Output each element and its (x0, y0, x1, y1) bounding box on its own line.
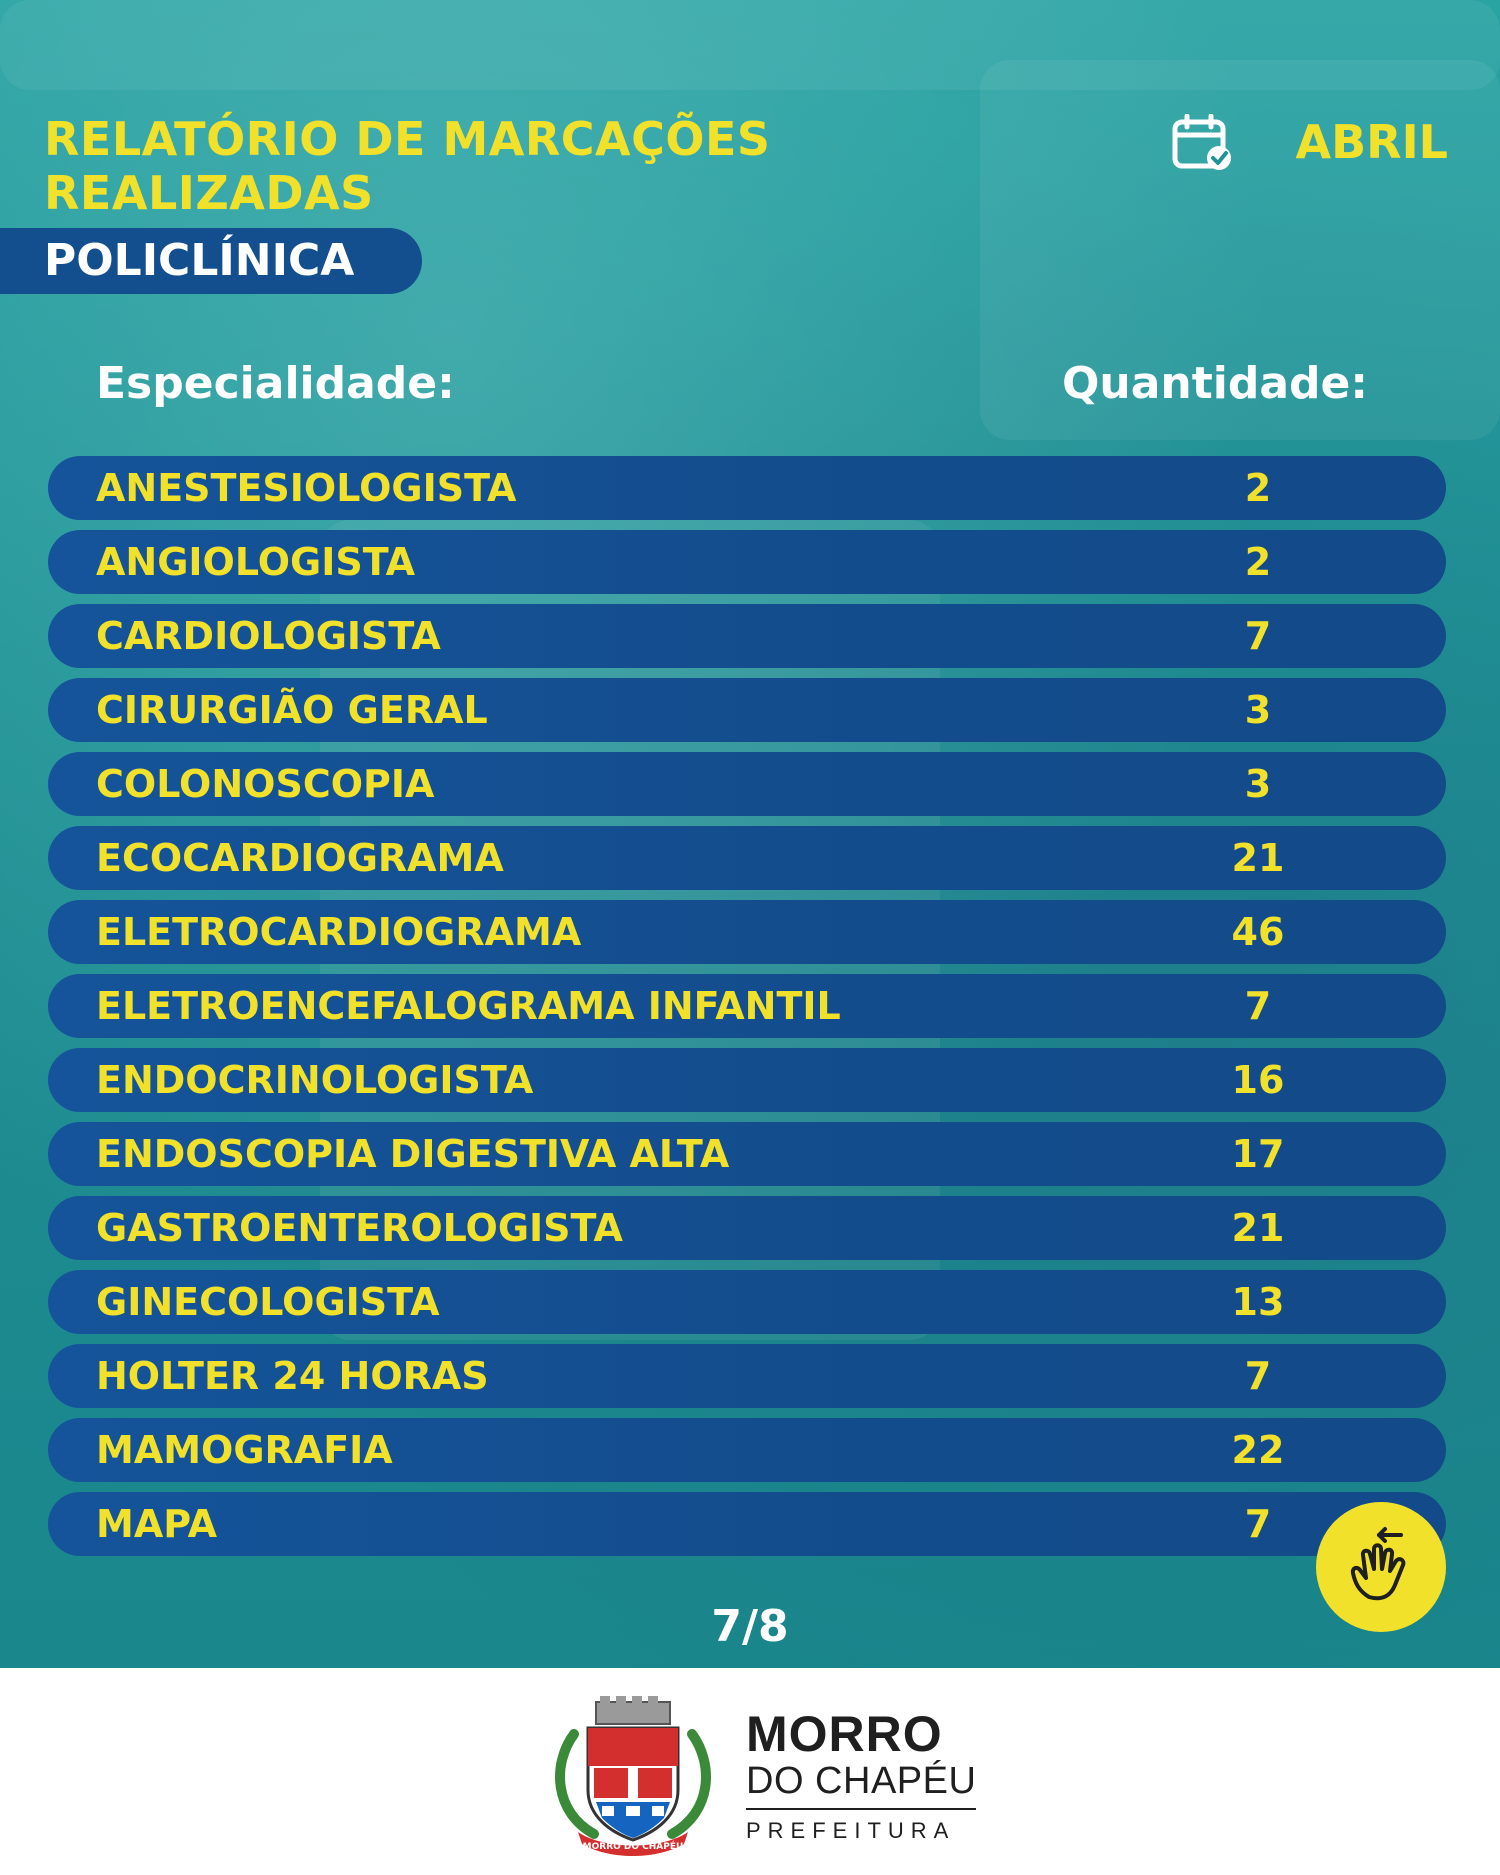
table-row: MAPA 7 (48, 1492, 1446, 1556)
specialty-name: CARDIOLOGISTA (96, 614, 441, 658)
specialty-quantity: 7 (1244, 1354, 1272, 1398)
table-row: ANESTESIOLOGISTA 2 (48, 456, 1446, 520)
table-row: ANGIOLOGISTA 2 (48, 530, 1446, 594)
table-row: CIRURGIÃO GERAL 3 (48, 678, 1446, 742)
specialty-quantity: 2 (1244, 466, 1272, 510)
specialty-name: ANGIOLOGISTA (96, 540, 416, 584)
specialty-name: HOLTER 24 HORAS (96, 1354, 489, 1398)
report-title: RELATÓRIO DE MARCAÇÕES REALIZADAS (44, 112, 804, 220)
specialty-name: ANESTESIOLOGISTA (96, 466, 517, 510)
city-brand: MORRO DO CHAPÉU PREFEITURA (746, 1706, 977, 1848)
swipe-hand-icon (1350, 1527, 1406, 1601)
city-crest-icon: MORRO DO CHAPÉU (555, 1696, 711, 1856)
table-row: ELETROCARDIOGRAMA 46 (48, 900, 1446, 964)
page-indicator: 7/8 (711, 1601, 789, 1652)
specialty-quantity: 13 (1231, 1280, 1285, 1324)
brand-line-1: MORRO (746, 1706, 943, 1762)
specialty-name: MAPA (96, 1502, 217, 1546)
specialty-name: CIRURGIÃO GERAL (96, 688, 488, 732)
table-row: CARDIOLOGISTA 7 (48, 604, 1446, 668)
month-label: ABRIL (1295, 115, 1448, 169)
specialty-name: ELETROENCEFALOGRAMA INFANTIL (96, 984, 841, 1028)
column-header-specialty: Especialidade: (96, 358, 455, 409)
specialty-quantity: 2 (1244, 540, 1272, 584)
table-row: GASTROENTEROLOGISTA 21 (48, 1196, 1446, 1260)
specialty-name: GINECOLOGISTA (96, 1280, 440, 1324)
bg-shape (0, 0, 1500, 90)
title-line-2: REALIZADAS (44, 166, 374, 220)
specialty-name: ECOCARDIOGRAMA (96, 836, 504, 880)
specialty-quantity: 7 (1244, 614, 1272, 658)
calendar-check-icon (1172, 114, 1231, 170)
table-row: MAMOGRAFIA 22 (48, 1418, 1446, 1482)
specialty-quantity: 3 (1244, 762, 1272, 806)
specialty-quantity: 46 (1231, 910, 1285, 954)
specialty-quantity: 16 (1231, 1058, 1285, 1102)
swipe-next-button[interactable] (1316, 1502, 1446, 1632)
specialty-quantity: 7 (1244, 984, 1272, 1028)
specialty-quantity: 21 (1231, 1206, 1285, 1250)
specialty-name: ENDOCRINOLOGISTA (96, 1058, 534, 1102)
specialty-quantity: 22 (1231, 1428, 1285, 1472)
specialty-name: ENDOSCOPIA DIGESTIVA ALTA (96, 1132, 730, 1176)
footer: MORRO DO CHAPÉU MORRO DO CHAPÉU PREFEITU… (0, 1668, 1500, 1875)
specialty-name: ELETROCARDIOGRAMA (96, 910, 582, 954)
table-row: HOLTER 24 HORAS 7 (48, 1344, 1446, 1408)
table-row: ENDOSCOPIA DIGESTIVA ALTA 17 (48, 1122, 1446, 1186)
brand-line-3: PREFEITURA (746, 1818, 956, 1843)
specialty-name: COLONOSCOPIA (96, 762, 435, 806)
specialty-name: MAMOGRAFIA (96, 1428, 393, 1472)
specialty-table: ANESTESIOLOGISTA 2 ANGIOLOGISTA 2 CARDIO… (48, 456, 1446, 1566)
title-line-1: RELATÓRIO DE MARCAÇÕES (44, 112, 771, 166)
specialty-name: GASTROENTEROLOGISTA (96, 1206, 623, 1250)
table-row: COLONOSCOPIA 3 (48, 752, 1446, 816)
specialty-quantity: 3 (1244, 688, 1272, 732)
table-row: ECOCARDIOGRAMA 21 (48, 826, 1446, 890)
specialty-quantity: 7 (1244, 1502, 1272, 1546)
table-row: GINECOLOGISTA 13 (48, 1270, 1446, 1334)
poster-background: RELATÓRIO DE MARCAÇÕES REALIZADAS ABRIL … (0, 0, 1500, 1668)
unit-badge: POLICLÍNICA (0, 228, 422, 294)
brand-line-2: DO CHAPÉU (746, 1760, 977, 1810)
bg-shape (980, 60, 1500, 440)
specialty-quantity: 21 (1231, 836, 1285, 880)
column-header-quantity: Quantidade: (1062, 358, 1368, 409)
table-row: ELETROENCEFALOGRAMA INFANTIL 7 (48, 974, 1446, 1038)
table-row: ENDOCRINOLOGISTA 16 (48, 1048, 1446, 1112)
crest-ribbon-text: MORRO DO CHAPÉU (583, 1840, 684, 1852)
specialty-quantity: 17 (1231, 1132, 1285, 1176)
